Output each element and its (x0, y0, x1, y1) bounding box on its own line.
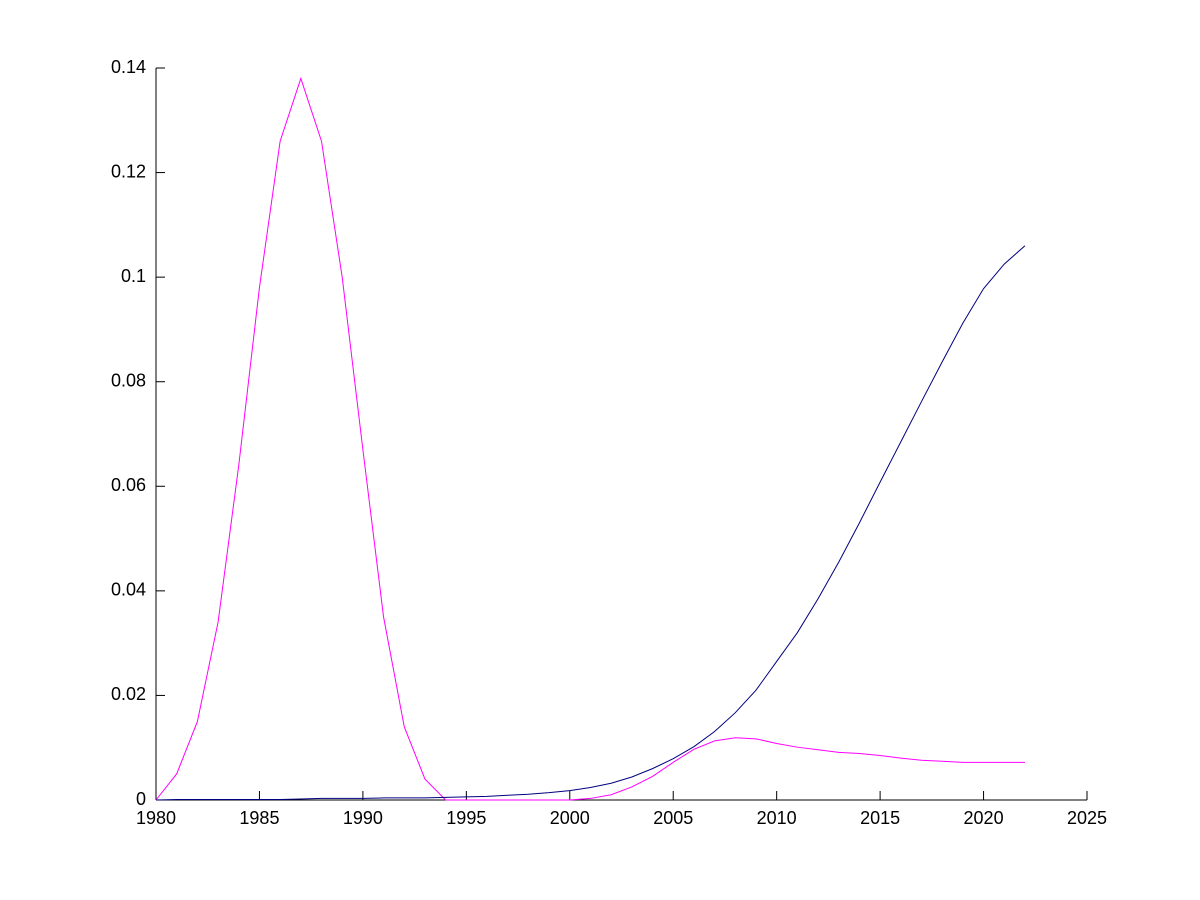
x-tick-label: 1995 (446, 808, 486, 828)
y-tick-label: 0.04 (111, 580, 146, 600)
y-tick-label: 0.08 (111, 370, 146, 390)
y-tick-label: 0.12 (111, 161, 146, 181)
x-tick-label: 1990 (343, 808, 383, 828)
y-tick-label: 0.02 (111, 684, 146, 704)
x-tick-label: 2005 (653, 808, 693, 828)
y-tick-label: 0 (136, 789, 146, 809)
x-tick-label: 2025 (1067, 808, 1107, 828)
x-tick-label: 2015 (860, 808, 900, 828)
x-tick-label: 2000 (550, 808, 590, 828)
y-tick-label: 0.06 (111, 475, 146, 495)
y-tick-label: 0.1 (121, 266, 146, 286)
x-tick-label: 1980 (136, 808, 176, 828)
x-tick-label: 2010 (757, 808, 797, 828)
x-tick-label: 2020 (964, 808, 1004, 828)
line-series (155, 76, 1025, 801)
line-series (155, 245, 1026, 801)
x-tick-label: 1985 (239, 808, 279, 828)
y-tick-label: 0.14 (111, 57, 146, 77)
